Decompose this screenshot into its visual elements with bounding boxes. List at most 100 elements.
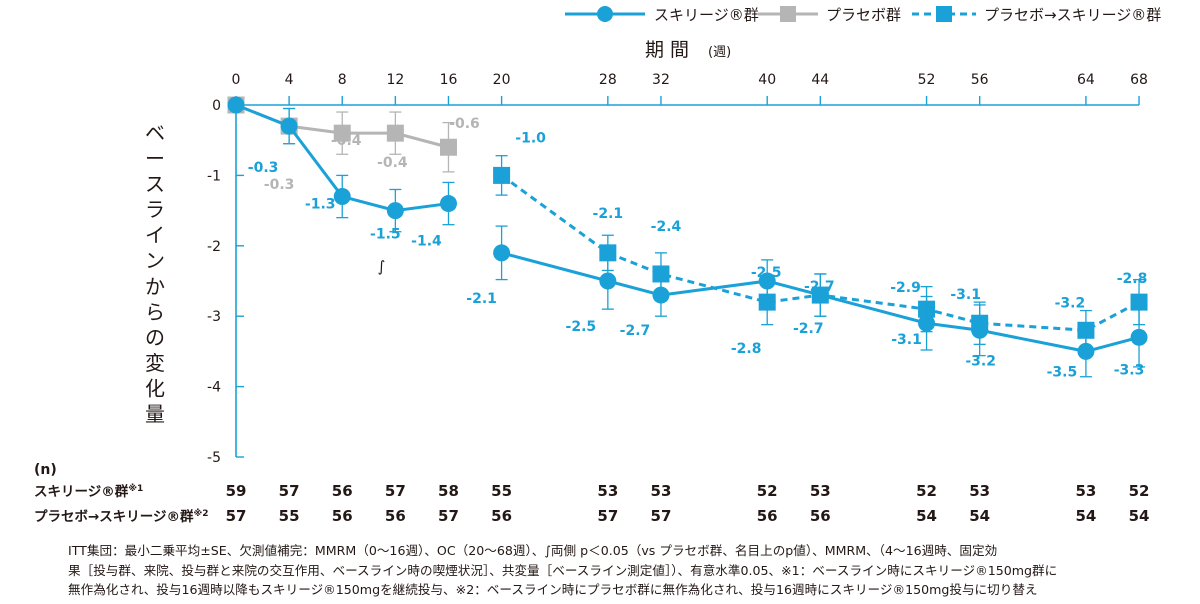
n-table-cell: 57 (651, 507, 672, 525)
data-label: -2.9 (890, 280, 921, 296)
n-table-cell: 53 (969, 482, 990, 500)
data-label: -2.7 (620, 323, 651, 339)
x-axis-unit: (週) (708, 45, 731, 60)
x-tick-label: 16 (440, 72, 458, 88)
x-tick-label: 0 (232, 72, 241, 88)
y-axis-title-char: ン (145, 249, 165, 273)
axes: 0 4 8 12 16 20 28 32 40 44 52 56 64 68 0 -1 -2 -3 -4 -5 (207, 72, 1148, 466)
data-label: -2.1 (466, 291, 497, 307)
n-table-row-label: プラセボ→スキリージ®群※2 (34, 508, 209, 525)
legend: スキリージ®群 プラセボ群 プラセボ→スキリージ®群 (565, 6, 1161, 24)
y-axis-title-char: 量 (145, 402, 165, 426)
data-label: -2.7 (793, 321, 824, 337)
significance-marker: ∫ (377, 258, 385, 276)
data-label: -1.0 (515, 130, 546, 146)
data-point (652, 286, 670, 304)
n-table-cell: 54 (969, 507, 990, 525)
data-label: -1.3 (305, 197, 336, 213)
n-table-cell: 57 (279, 482, 300, 500)
x-tick-label: 20 (493, 72, 511, 88)
y-axis-title-char: ラ (145, 198, 165, 222)
x-tick-label: 8 (338, 72, 347, 88)
data-label: -2.5 (751, 265, 782, 281)
x-axis-title: 期 間 (645, 39, 689, 61)
x-tick-label: 40 (758, 72, 776, 88)
y-axis-title-char: 化 (145, 376, 165, 400)
n-table-cell: 56 (757, 507, 778, 525)
y-axis-title-char: イ (145, 223, 165, 247)
data-point (811, 286, 829, 304)
y-tick-label: -3 (207, 309, 221, 325)
footnote-line: 果［投与群、来院、投与群と来院の交互作用、ベースライン時の喫煙状況］、共変量［ベ… (68, 562, 1058, 578)
y-axis-title-char: の (145, 325, 165, 349)
n-table-cell: 56 (810, 507, 831, 525)
n-table-cell: 56 (332, 507, 353, 525)
data-label: -0.4 (331, 133, 362, 149)
y-tick-label: -4 (207, 380, 221, 396)
data-label: -0.3 (264, 177, 295, 193)
n-table-row-name: スキリージ®群 (34, 483, 129, 500)
n-table-cell: 55 (279, 507, 300, 525)
y-tick-label: -2 (207, 239, 221, 255)
data-point (758, 272, 776, 290)
n-table-cell: 52 (757, 482, 778, 500)
data-label: -0.6 (449, 116, 480, 132)
data-labels: -0.3 -1.3 -1.5 -1.4 -2.1 -2.5 -2.7 -2.5 -2.7 -3.1… (248, 116, 1148, 380)
data-point (439, 138, 457, 156)
y-axis-title-char: ら (145, 300, 165, 324)
n-table-row-note: ※1 (128, 483, 143, 494)
legend-label: スキリージ®群 (654, 6, 759, 24)
data-point (1130, 293, 1148, 311)
n-table-row-name: プラセボ→スキリージ®群 (34, 508, 194, 525)
x-tick-label: 56 (971, 72, 989, 88)
data-label: -2.8 (1117, 271, 1148, 287)
data-label: -3.1 (950, 287, 981, 303)
n-table-cell: 53 (597, 482, 618, 500)
data-label: -1.4 (411, 234, 442, 250)
y-axis-title-char: ー (145, 147, 165, 171)
data-point (971, 321, 989, 339)
data-label: -2.1 (593, 206, 624, 222)
x-tick-label: 28 (599, 72, 617, 88)
data-label: -2.7 (804, 279, 835, 295)
n-table-cell: 54 (1129, 507, 1150, 525)
n-table-cell: 53 (651, 482, 672, 500)
y-tick-label: 0 (212, 98, 221, 114)
n-table-cell: 52 (1129, 482, 1150, 500)
footnote-line: ITT集団：最小二乗平均±SE、欠測値補完：MMRM（0〜16週）、OC（20〜… (68, 543, 998, 558)
n-table-cell: 56 (491, 507, 512, 525)
x-tick-label: 4 (285, 72, 294, 88)
x-tick-label: 64 (1077, 72, 1095, 88)
n-table-header: (n) (34, 462, 57, 478)
legend-label: プラセボ群 (826, 6, 901, 24)
n-table-cell: 52 (916, 482, 937, 500)
n-table-cell: 57 (438, 507, 459, 525)
data-label: -3.1 (891, 332, 922, 348)
series (227, 96, 1148, 378)
y-axis-title-char: ベ (145, 121, 165, 145)
n-table-row-label: スキリージ®群※1 (34, 483, 143, 500)
data-point (280, 117, 298, 135)
legend-marker (780, 6, 796, 22)
n-table-cell: 58 (438, 482, 459, 500)
n-table-cell: 54 (1075, 507, 1096, 525)
n-table-cell: 57 (226, 507, 247, 525)
y-axis-title-char: か (145, 274, 165, 298)
n-table-row-note: ※2 (194, 508, 209, 519)
data-point (1130, 328, 1148, 346)
data-label: -0.3 (248, 160, 279, 176)
data-label: -3.2 (965, 353, 996, 369)
data-point (599, 272, 617, 290)
x-tick-label: 44 (811, 72, 829, 88)
data-point (333, 188, 351, 206)
plot-area (227, 96, 1148, 378)
data-point (493, 166, 511, 184)
x-tick-label: 12 (386, 72, 404, 88)
data-point (386, 124, 404, 142)
footnote: ITT集団：最小二乗平均±SE、欠測値補完：MMRM（0〜16週）、OC（20〜… (68, 541, 1168, 600)
data-point (918, 314, 936, 332)
n-table-cell: 53 (810, 482, 831, 500)
data-label: -3.2 (1055, 295, 1086, 311)
